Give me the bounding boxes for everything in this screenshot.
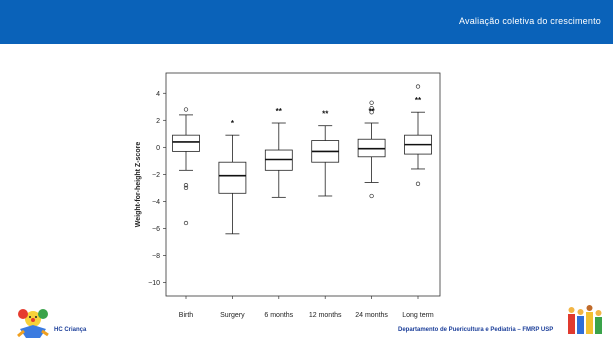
x-tick-label: 6 months	[264, 312, 293, 319]
y-tick-label: 4	[156, 91, 160, 98]
x-tick-label: 24 months	[355, 312, 388, 319]
outlier-point	[183, 107, 189, 112]
significance-marker: **	[368, 107, 375, 116]
clown-mascot-logo-icon	[17, 309, 49, 338]
plot-frame	[165, 72, 441, 297]
significance-marker: *	[231, 119, 235, 128]
outlier-point	[415, 84, 421, 89]
outlier-point	[369, 100, 374, 105]
y-tick-label: 0	[156, 145, 160, 152]
outlier-point	[369, 110, 374, 115]
x-tick-label: Long term	[402, 312, 434, 319]
outlier-point	[183, 185, 189, 191]
y-tick-label: 2	[156, 118, 160, 125]
y-tick-label: −6	[152, 226, 160, 233]
outlier-point	[183, 183, 189, 188]
y-tick-label: −8	[152, 253, 160, 260]
significance-marker: **	[415, 96, 422, 105]
slide-title: Avaliação coletiva do crescimento	[458, 16, 601, 26]
x-tick-label: Birth	[179, 312, 194, 319]
significance-marker: **	[322, 110, 329, 119]
box	[218, 161, 247, 194]
title-banner: Avaliação coletiva do crescimento	[0, 0, 613, 44]
footer-hospital-name: HC Criança	[54, 327, 87, 333]
x-tick-label: Surgery	[220, 312, 245, 319]
outlier-point	[183, 220, 189, 226]
significance-marker: **	[276, 107, 283, 116]
y-axis-label: Weight-for-height Z-score	[135, 142, 142, 228]
box	[172, 134, 200, 152]
footer-department-name: Departamento de Puericultura e Pediatria…	[398, 327, 554, 333]
y-tick-label: −10	[148, 280, 160, 287]
y-tick-label: −2	[152, 172, 160, 179]
outlier-point	[415, 181, 421, 186]
child-figures-logo-icon	[568, 305, 602, 334]
outlier-point	[369, 105, 374, 111]
y-tick-label: −4	[152, 199, 160, 206]
outlier-point	[369, 193, 374, 199]
x-tick-label: 12 months	[309, 312, 342, 319]
